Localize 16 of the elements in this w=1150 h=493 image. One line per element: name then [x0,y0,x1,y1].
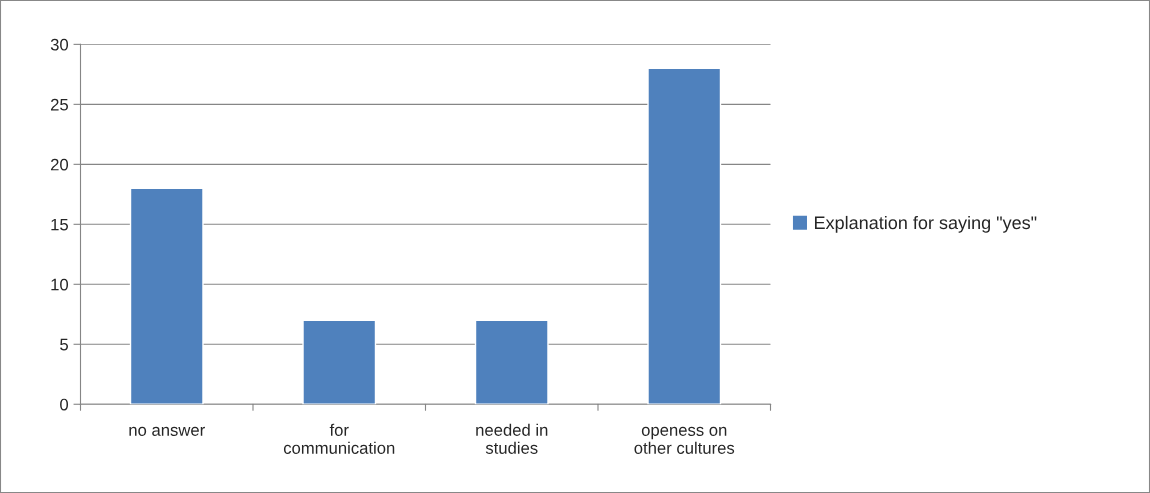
y-tick-label: 15 [51,218,68,231]
bar [647,67,722,405]
x-tick-label: no answer [129,426,205,436]
bar [302,319,377,405]
bar [474,319,549,405]
y-tick-label: 30 [50,38,69,51]
y-tick-label: 10 [51,278,69,291]
x-tick-label: needed in studies [476,423,548,454]
y-tick-label: 0 [60,398,69,411]
y-tick-label: 5 [60,338,68,351]
x-tick-label: for communication [283,423,395,454]
y-tick-label: 25 [51,98,68,111]
y-tick-label: 20 [51,158,69,171]
legend-label: Explanation for saying "yes" [814,215,1037,233]
bar [129,187,204,405]
x-tick-label: openess on other cultures [634,426,735,454]
